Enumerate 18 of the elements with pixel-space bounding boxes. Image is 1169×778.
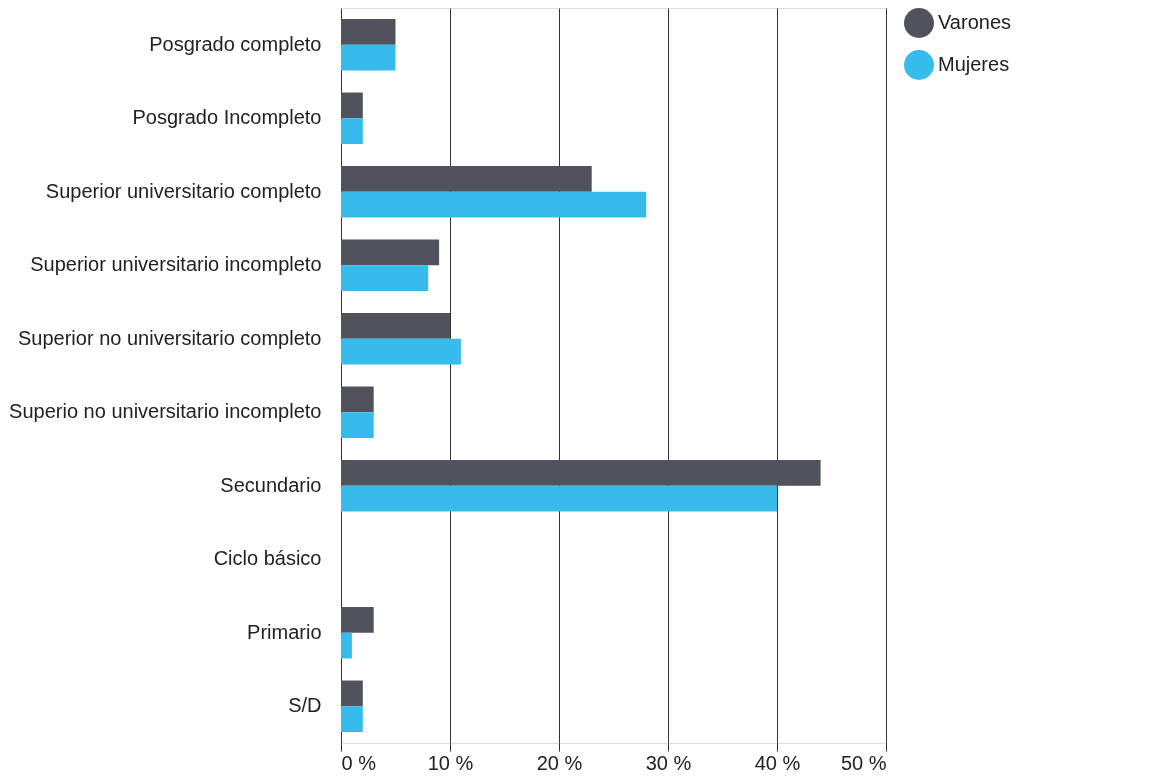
x-tick-label: 40 % — [754, 751, 801, 774]
y-tick-label: Superio no universitario incompleto — [9, 400, 322, 423]
x-tick-label: 10 % — [427, 751, 474, 774]
x-tick-label: 30 % — [645, 751, 692, 774]
y-tick-label: Superior universitario completo — [45, 179, 322, 202]
y-tick-label: Ciclo básico — [213, 547, 322, 570]
legend-label: Mujeres — [938, 53, 1010, 75]
x-tick-label: 0 % — [341, 751, 377, 774]
legend-label: Varones — [938, 11, 1012, 33]
x-tick-label: 50 % — [840, 751, 887, 774]
y-tick-label: S/D — [288, 694, 322, 717]
y-tick-label: Posgrado completo — [149, 32, 322, 55]
y-tick-label: Superior no universitario completo — [18, 326, 322, 349]
y-tick-label: Posgrado Incompleto — [132, 106, 322, 129]
y-tick-label: Superior universitario incompleto — [30, 253, 322, 276]
y-tick-label: Primario — [247, 620, 322, 643]
y-tick-label: Secundario — [220, 473, 322, 496]
x-tick-label: 20 % — [536, 751, 583, 774]
